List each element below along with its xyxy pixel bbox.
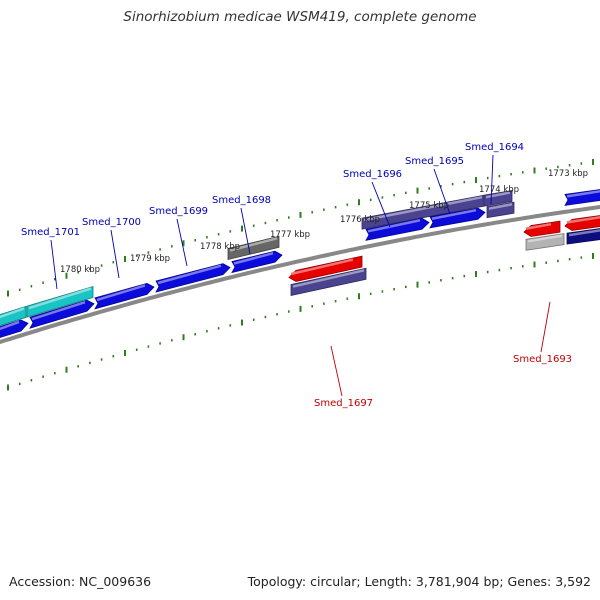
kbp-label: 1773 kbp (548, 169, 588, 179)
gene-feature[interactable] (429, 207, 486, 229)
kbp-label: 1776 kbp (340, 215, 380, 225)
kbp-scale-labels: 1780 kbp 1779 kbp 1778 kbp 1777 kbp 1776 kbp… (60, 169, 588, 275)
gene-label[interactable]: Smed_1699 (149, 206, 208, 217)
label-leader-line (371, 181, 391, 228)
label-leader-line (176, 218, 188, 267)
kbp-label: 1780 kbp (60, 265, 100, 275)
label-leader-line (50, 239, 58, 290)
kbp-label: 1777 kbp (270, 230, 310, 240)
outer-scale-ticks (7, 158, 594, 297)
gene-label[interactable]: Smed_1693 (513, 354, 572, 365)
gene-feature[interactable] (365, 217, 430, 241)
genome-backbone (0, 204, 600, 345)
accession-text: Accession: NC_009636 (9, 574, 152, 589)
label-leader-line (540, 301, 551, 353)
gene-feature[interactable] (566, 227, 600, 245)
gene-feature[interactable] (0, 305, 27, 328)
gene-label[interactable]: Smed_1695 (405, 156, 464, 167)
gene-feature[interactable] (0, 319, 29, 340)
gene-feature[interactable] (231, 250, 283, 274)
gene-label[interactable]: Smed_1696 (343, 169, 402, 180)
gene-feature[interactable] (94, 282, 155, 310)
kbp-label: 1779 kbp (130, 254, 170, 264)
kbp-label: 1775 kbp (409, 201, 449, 211)
label-leader-line (433, 168, 451, 215)
gene-label[interactable]: Smed_1697 (314, 398, 373, 409)
gene-feature[interactable] (288, 255, 363, 282)
label-leader-line (110, 229, 120, 279)
gene-feature[interactable] (523, 220, 561, 237)
gene-feature[interactable] (564, 189, 600, 206)
kbp-label: 1778 kbp (200, 242, 240, 252)
genome-summary-text: Topology: circular; Length: 3,781,904 bp… (247, 574, 591, 589)
inner-scale-ticks (7, 252, 594, 391)
label-leaders (50, 154, 551, 397)
gene-label[interactable]: Smed_1694 (465, 142, 524, 153)
gene-feature[interactable] (227, 235, 280, 261)
label-leader-line (330, 345, 343, 397)
label-leader-line (240, 207, 251, 255)
gene-feature[interactable] (486, 201, 515, 219)
kbp-label: 1774 kbp (479, 185, 519, 195)
genome-title: Sinorhizobium medicae WSM419, complete g… (123, 9, 477, 25)
label-leader-line (490, 154, 494, 205)
gene-feature[interactable] (29, 299, 95, 329)
gene-label[interactable]: Smed_1698 (212, 195, 271, 206)
gene-label[interactable]: Smed_1701 (21, 227, 80, 238)
gene-track (0, 189, 600, 340)
gene-feature[interactable] (525, 233, 565, 251)
gene-feature[interactable] (290, 267, 367, 296)
gene-feature[interactable] (26, 285, 94, 318)
gene-feature[interactable] (564, 214, 600, 231)
gene-label[interactable]: Smed_1700 (82, 217, 141, 228)
gene-feature[interactable] (155, 263, 231, 293)
